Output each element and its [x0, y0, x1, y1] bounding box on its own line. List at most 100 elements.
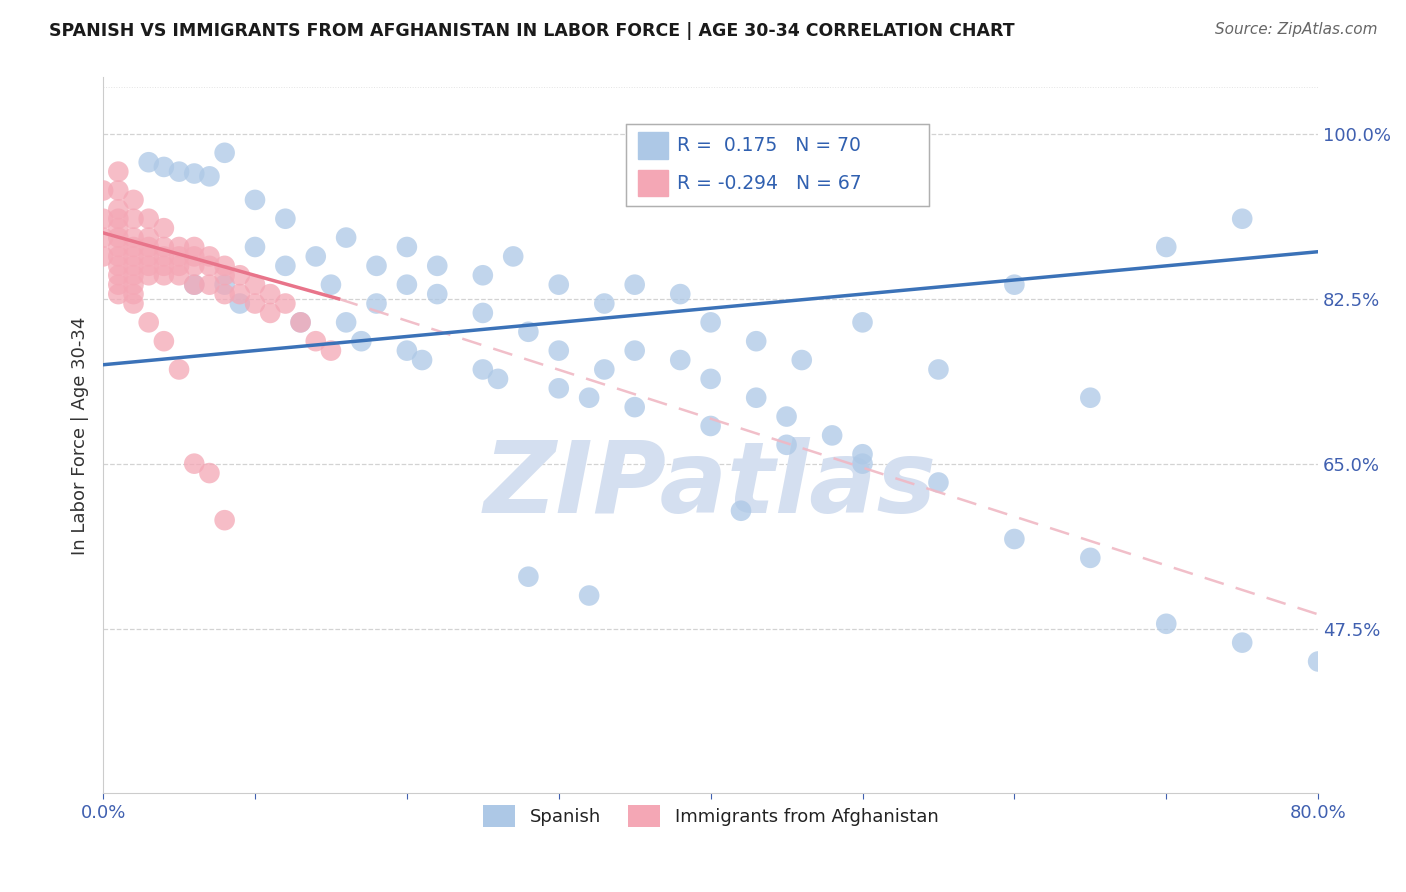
Point — [138, 315, 160, 329]
Point — [229, 296, 252, 310]
Point — [122, 287, 145, 301]
Point — [122, 193, 145, 207]
Point — [167, 268, 190, 283]
Point — [153, 259, 176, 273]
Point — [426, 259, 449, 273]
Point — [107, 287, 129, 301]
Point — [486, 372, 509, 386]
Point — [138, 240, 160, 254]
Point — [122, 268, 145, 283]
Point — [107, 202, 129, 217]
Point — [167, 362, 190, 376]
Point — [107, 211, 129, 226]
Legend: Spanish, Immigrants from Afghanistan: Spanish, Immigrants from Afghanistan — [475, 798, 946, 834]
Point — [107, 268, 129, 283]
Point — [107, 184, 129, 198]
Point — [274, 211, 297, 226]
Text: ZIPatlas: ZIPatlas — [484, 437, 938, 534]
Point — [138, 259, 160, 273]
Point — [578, 391, 600, 405]
Point — [426, 287, 449, 301]
Point — [699, 419, 721, 434]
Point — [350, 334, 373, 349]
Point — [214, 513, 236, 527]
Point — [578, 589, 600, 603]
Point — [153, 221, 176, 235]
Point — [305, 249, 328, 263]
Point — [335, 315, 357, 329]
Point — [366, 296, 388, 310]
Point — [153, 334, 176, 349]
Point — [198, 259, 221, 273]
Point — [411, 353, 433, 368]
Point — [243, 296, 266, 310]
Point — [122, 249, 145, 263]
Point — [1078, 550, 1101, 565]
Point — [183, 277, 205, 292]
Point — [851, 457, 873, 471]
Point — [107, 259, 129, 273]
Point — [167, 240, 190, 254]
Y-axis label: In Labor Force | Age 30-34: In Labor Force | Age 30-34 — [72, 316, 89, 555]
Point — [138, 268, 160, 283]
Point — [471, 362, 494, 376]
Point — [138, 230, 160, 244]
Point — [122, 211, 145, 226]
Point — [593, 362, 616, 376]
Point — [851, 315, 873, 329]
Point — [107, 277, 129, 292]
Point — [214, 268, 236, 283]
Point — [699, 372, 721, 386]
Point — [290, 315, 312, 329]
Point — [183, 249, 205, 263]
Point — [593, 296, 616, 310]
Point — [1308, 655, 1330, 669]
Point — [198, 466, 221, 480]
Point — [1002, 277, 1025, 292]
Point — [122, 296, 145, 310]
Point — [927, 362, 949, 376]
Point — [183, 259, 205, 273]
Point — [183, 277, 205, 292]
Point — [775, 438, 797, 452]
Point — [517, 325, 540, 339]
Point — [699, 315, 721, 329]
Point — [669, 287, 692, 301]
Point — [138, 211, 160, 226]
Point — [91, 230, 114, 244]
Point — [547, 343, 569, 358]
Point — [167, 259, 190, 273]
Point — [366, 259, 388, 273]
Point — [927, 475, 949, 490]
Point — [517, 570, 540, 584]
Point — [1002, 532, 1025, 546]
Point — [229, 287, 252, 301]
Point — [1078, 391, 1101, 405]
Point — [745, 334, 768, 349]
Point — [335, 230, 357, 244]
Point — [669, 353, 692, 368]
Text: Source: ZipAtlas.com: Source: ZipAtlas.com — [1215, 22, 1378, 37]
Point — [153, 249, 176, 263]
Point — [623, 343, 645, 358]
Point — [259, 287, 281, 301]
Point — [138, 155, 160, 169]
Point — [305, 334, 328, 349]
Point — [395, 277, 418, 292]
Point — [243, 193, 266, 207]
Point — [471, 306, 494, 320]
Point — [91, 184, 114, 198]
Point — [214, 287, 236, 301]
Point — [183, 167, 205, 181]
Point — [122, 240, 145, 254]
Point — [319, 343, 342, 358]
Point — [274, 259, 297, 273]
Point — [107, 249, 129, 263]
Point — [214, 145, 236, 160]
Point — [122, 230, 145, 244]
Point — [107, 164, 129, 178]
Point — [243, 240, 266, 254]
Point — [107, 221, 129, 235]
Point — [183, 240, 205, 254]
Point — [167, 249, 190, 263]
